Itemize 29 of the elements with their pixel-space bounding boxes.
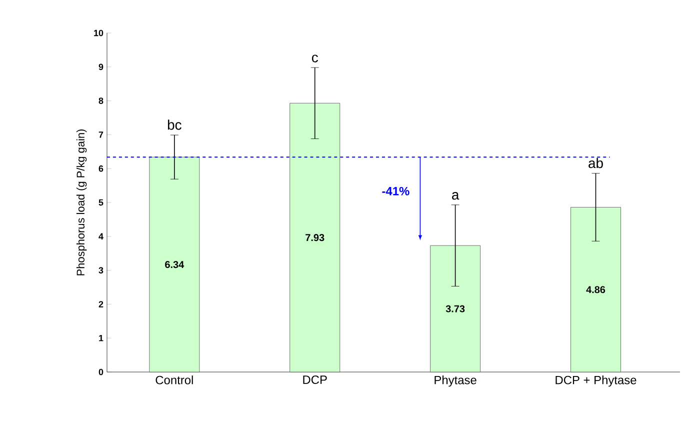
- y-tick-label: 7: [98, 132, 104, 138]
- x-tick-label: DCP: [303, 376, 327, 384]
- annotation: -41%: [382, 186, 410, 196]
- data-label: 4.86: [586, 286, 606, 294]
- y-tick-label: 9: [98, 64, 104, 70]
- y-axis-title: Phosphorus load (g P/kg gain): [76, 129, 87, 276]
- x-tick-label: DCP + Phytase: [556, 376, 636, 387]
- x-tick-label: Control: [156, 376, 193, 384]
- y-tick-label: 10: [94, 30, 104, 36]
- y-tick-label: 8: [98, 98, 104, 104]
- annotation: c: [312, 54, 318, 62]
- y-tick-label: 6: [98, 165, 104, 172]
- annotation: bc: [168, 120, 182, 130]
- annotation: a: [452, 192, 460, 200]
- x-tick-label: Phytase: [434, 376, 476, 387]
- annotation: ab: [588, 158, 603, 168]
- y-tick-label: 4: [98, 233, 104, 240]
- bar: [149, 156, 200, 372]
- bar: [290, 102, 340, 372]
- data-label: 7.93: [306, 234, 324, 242]
- y-tick-label: 1: [99, 335, 104, 342]
- y-tick-label: 2: [98, 301, 104, 308]
- bar: [570, 207, 621, 372]
- data-label: 6.34: [165, 261, 184, 268]
- data-label: 3.73: [446, 305, 465, 312]
- y-tick-label: 0: [98, 368, 104, 376]
- y-tick-label: 5: [98, 199, 104, 206]
- y-tick-label: 3: [98, 267, 104, 274]
- bar: [430, 245, 480, 372]
